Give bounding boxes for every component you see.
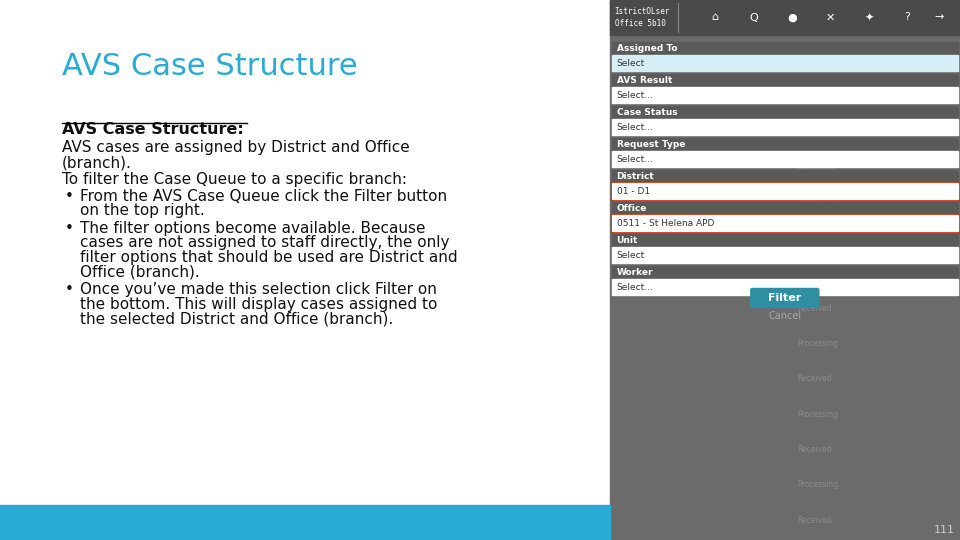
Text: Q: Q (749, 12, 757, 23)
Bar (612, 234, 958, 247)
Bar (612, 74, 958, 87)
Bar (612, 119, 958, 135)
Bar (612, 266, 958, 279)
Text: Office: Office (616, 204, 647, 213)
Text: District: District (616, 172, 655, 181)
Text: 01 - D1: 01 - D1 (616, 186, 650, 195)
Bar (612, 215, 958, 231)
FancyBboxPatch shape (751, 288, 819, 307)
Text: Processing: Processing (797, 198, 838, 207)
Text: To filter the Case Queue to a specific branch:: To filter the Case Queue to a specific b… (62, 172, 407, 187)
Text: •: • (65, 189, 74, 204)
Text: cases are not assigned to staff directly, the only: cases are not assigned to staff directly… (80, 235, 449, 251)
Bar (612, 106, 958, 119)
Text: ⌂: ⌂ (711, 12, 718, 23)
Text: →: → (934, 12, 944, 23)
Bar (612, 183, 958, 199)
Text: Assigned To: Assigned To (616, 44, 677, 53)
Bar (0, 505, 610, 540)
Text: Request Type: Request Type (616, 140, 685, 149)
Text: Processing: Processing (797, 339, 838, 348)
Text: on the top right.: on the top right. (80, 204, 204, 219)
Text: Processing: Processing (797, 268, 838, 278)
Bar (610, 0, 960, 540)
Bar (612, 138, 958, 151)
Text: Worker: Worker (616, 268, 653, 277)
Text: Cancel: Cancel (768, 311, 802, 321)
Bar (612, 279, 958, 295)
Text: Received: Received (797, 445, 831, 454)
Text: Filter: Filter (768, 293, 802, 303)
Text: Select...: Select... (616, 123, 654, 132)
Bar (611, 182, 959, 200)
Bar (612, 247, 958, 263)
Text: Received: Received (797, 374, 831, 383)
Bar (612, 55, 958, 71)
Text: •: • (65, 221, 74, 236)
Text: ✦: ✦ (864, 12, 874, 23)
Bar (611, 214, 959, 232)
Text: (branch).: (branch). (62, 155, 132, 170)
Bar (610, 0, 960, 35)
Text: Select: Select (616, 58, 645, 68)
Text: Select...: Select... (616, 154, 654, 164)
Text: Processing: Processing (797, 127, 838, 136)
Text: ✕: ✕ (826, 12, 835, 23)
Text: •: • (65, 282, 74, 297)
Text: AVS Result: AVS Result (616, 76, 672, 85)
Text: Received: Received (797, 303, 831, 313)
Bar (612, 42, 958, 55)
Text: the bottom. This will display cases assigned to: the bottom. This will display cases assi… (80, 296, 438, 312)
Bar (612, 170, 958, 183)
Bar (612, 151, 958, 167)
Text: Office 5b10: Office 5b10 (614, 18, 665, 28)
Bar (612, 202, 958, 215)
Text: Case Status: Case Status (616, 108, 677, 117)
Text: Processing: Processing (797, 481, 838, 489)
Text: Escalated: Escalated (797, 162, 834, 171)
Text: Case Status: Case Status (797, 56, 843, 65)
Text: 0511 - St Helena APD: 0511 - St Helena APD (616, 219, 714, 227)
Text: AVS Case Structure:: AVS Case Structure: (62, 122, 244, 137)
Text: ?: ? (904, 12, 910, 23)
Bar (612, 87, 958, 103)
Text: New: New (797, 92, 813, 100)
Text: The filter options become available. Because: The filter options become available. Bec… (80, 221, 425, 236)
Text: Once you’ve made this selection click Filter on: Once you’ve made this selection click Fi… (80, 282, 437, 297)
Text: AVS cases are assigned by District and Office: AVS cases are assigned by District and O… (62, 140, 410, 155)
Text: Select...: Select... (616, 91, 654, 99)
Text: Select: Select (616, 251, 645, 260)
Text: AVS Case Structure: AVS Case Structure (62, 52, 358, 81)
Text: Office (branch).: Office (branch). (80, 265, 200, 280)
Text: 111: 111 (934, 525, 955, 535)
Text: From the AVS Case Queue click the Filter button: From the AVS Case Queue click the Filter… (80, 189, 447, 204)
Text: ●: ● (787, 12, 797, 23)
Text: Assigned: Assigned (797, 233, 831, 242)
Text: IstrictOLser: IstrictOLser (614, 6, 670, 16)
Text: Unit: Unit (616, 236, 638, 245)
Text: Received: Received (797, 516, 831, 525)
Text: Processing: Processing (797, 410, 838, 418)
Text: filter options that should be used are District and: filter options that should be used are D… (80, 250, 458, 265)
Text: the selected District and Office (branch).: the selected District and Office (branch… (80, 311, 394, 326)
Text: Select...: Select... (616, 282, 654, 292)
